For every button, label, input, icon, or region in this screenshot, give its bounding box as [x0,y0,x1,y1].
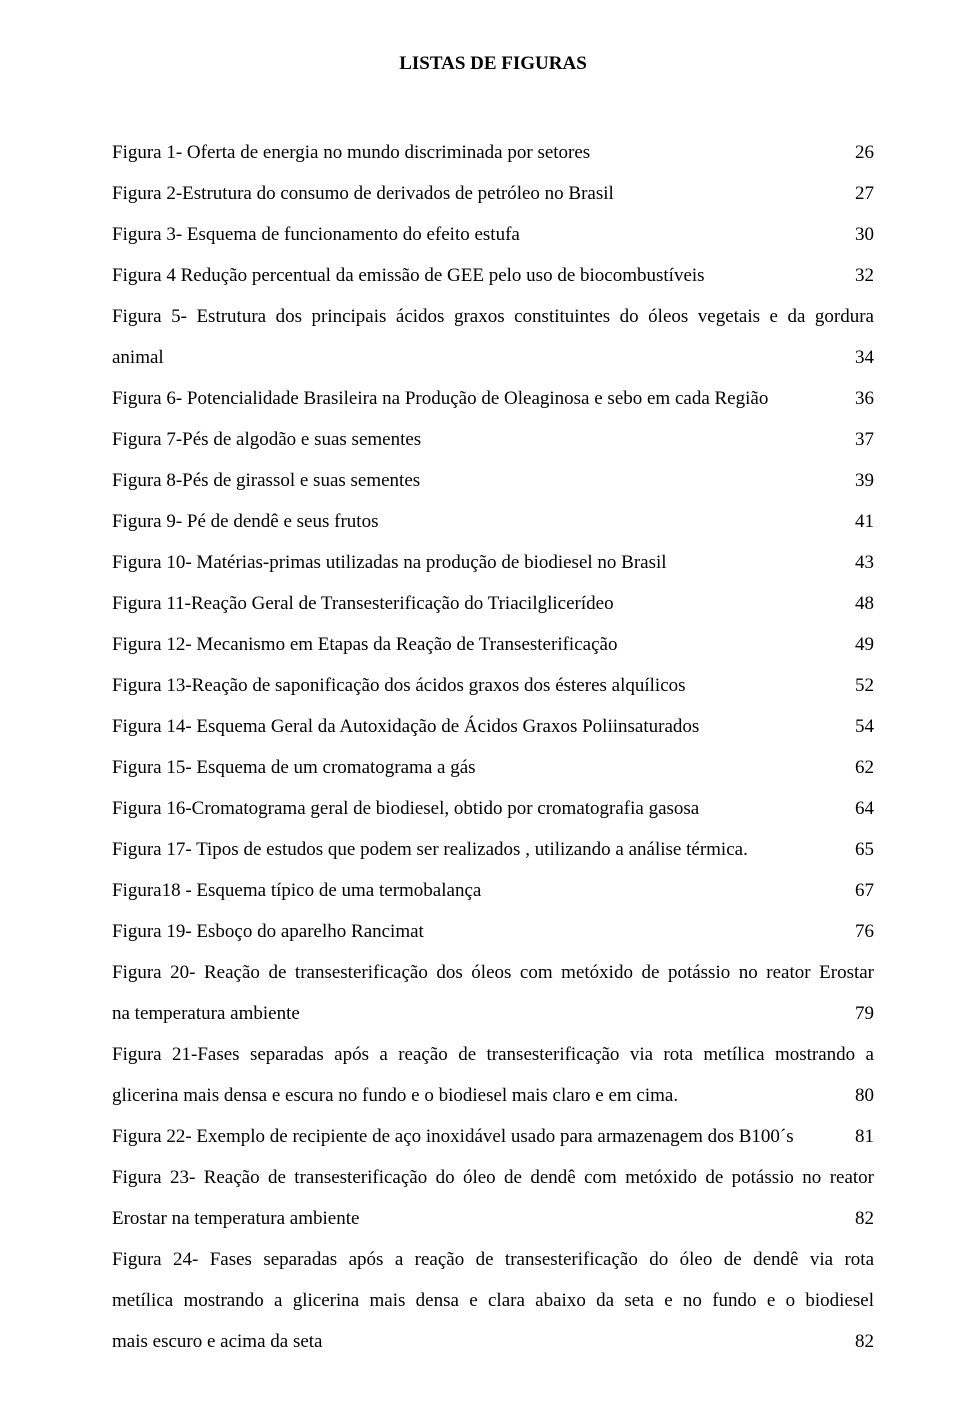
toc-entry-text: Figura 3- Esquema de funcionamento do ef… [112,225,520,244]
toc-entry-page: 37 [853,430,874,449]
toc-entry-page: 81 [853,1127,874,1146]
toc-entry-text: Figura 15- Esquema de um cromatograma a … [112,758,476,777]
toc-entry: Figura 7-Pés de algodão e suas sementes 3… [112,430,874,449]
toc-entry-text: mais escuro e acima da seta [112,1332,322,1351]
toc-entry: Figura 12- Mecanismo em Etapas da Reação… [112,635,874,654]
toc-entry-text: Figura 13-Reação de saponificação dos ác… [112,676,686,695]
toc-entry-text: Figura 1- Oferta de energia no mundo dis… [112,143,590,162]
toc-entry-page: 82 [853,1209,874,1228]
toc-entry-text: Figura 9- Pé de dendê e seus frutos [112,512,378,531]
toc-entry-page: 82 [853,1332,874,1351]
toc-entry-page: 67 [853,881,874,900]
toc-entry-text: Figura 19- Esboço do aparelho Rancimat [112,922,424,941]
toc-entry-text: Figura 2-Estrutura do consumo de derivad… [112,184,614,203]
toc-entry: Figura 19- Esboço do aparelho Rancimat 76 [112,922,874,941]
toc-entry-page: 80 [853,1086,874,1105]
toc-entry-text: Figura 12- Mecanismo em Etapas da Reação… [112,635,617,654]
toc-entry-page: 39 [853,471,874,490]
toc-entry: glicerina mais densa e escura no fundo e… [112,1086,874,1105]
toc-entry-text: Figura18 - Esquema típico de uma termoba… [112,881,481,900]
toc-entry-page: 43 [853,553,874,572]
toc-entry-page: 41 [853,512,874,531]
toc-entry-text: Figura 22- Exemplo de recipiente de aço … [112,1127,794,1146]
toc-list: Figura 1- Oferta de energia no mundo dis… [112,143,874,1351]
toc-entry: Figura 2-Estrutura do consumo de derivad… [112,184,874,203]
toc-entry-page: 62 [853,758,874,777]
toc-entry-text: Figura 14- Esquema Geral da Autoxidação … [112,717,699,736]
toc-entry-text: Figura 6- Potencialidade Brasileira na P… [112,389,768,408]
toc-entry: Erostar na temperatura ambiente 82 [112,1209,874,1228]
toc-entry: Figura 15- Esquema de um cromatograma a … [112,758,874,777]
toc-entry-page: 52 [853,676,874,695]
toc-entry: Figura 6- Potencialidade Brasileira na P… [112,389,874,408]
toc-entry-text: Erostar na temperatura ambiente [112,1209,359,1228]
toc-entry-page: 30 [853,225,874,244]
toc-entry-page: 48 [853,594,874,613]
toc-entry-text: Figura 7-Pés de algodão e suas sementes [112,430,421,449]
toc-entry-page: 54 [853,717,874,736]
toc-entry: Figura18 - Esquema típico de uma termoba… [112,881,874,900]
toc-entry-text: Figura 4 Redução percentual da emissão d… [112,266,705,285]
toc-entry-page: 36 [853,389,874,408]
page-container: LISTAS DE FIGURAS Figura 1- Oferta de en… [0,0,960,1422]
toc-entry: Figura 10- Matérias-primas utilizadas na… [112,553,874,572]
toc-entry-line: Figura 5- Estrutura dos principais ácido… [112,307,874,326]
toc-entry-text: Figura 11-Reação Geral de Transesterific… [112,594,614,613]
toc-entry-page: 32 [853,266,874,285]
toc-entry-text: Figura 17- Tipos de estudos que podem se… [112,840,748,859]
toc-entry: Figura 4 Redução percentual da emissão d… [112,266,874,285]
toc-entry: animal 34 [112,348,874,367]
toc-entry: Figura 8-Pés de girassol e suas sementes… [112,471,874,490]
toc-entry: Figura 11-Reação Geral de Transesterific… [112,594,874,613]
toc-entry-text: glicerina mais densa e escura no fundo e… [112,1086,678,1105]
toc-entry-line: Figura 23- Reação de transesterificação … [112,1168,874,1187]
toc-entry: Figura 14- Esquema Geral da Autoxidação … [112,717,874,736]
toc-entry-line: Figura 24- Fases separadas após a reação… [112,1250,874,1269]
toc-entry: Figura 17- Tipos de estudos que podem se… [112,840,874,859]
toc-entry: mais escuro e acima da seta 82 [112,1332,874,1351]
toc-entry-text: Figura 10- Matérias-primas utilizadas na… [112,553,667,572]
toc-entry-page: 34 [853,348,874,367]
toc-entry-page: 64 [853,799,874,818]
toc-entry-text: Figura 8-Pés de girassol e suas sementes [112,471,420,490]
toc-entry-page: 26 [853,143,874,162]
toc-entry-line: metílica mostrando a glicerina mais dens… [112,1291,874,1310]
toc-entry-page: 65 [853,840,874,859]
toc-entry: Figura 22- Exemplo de recipiente de aço … [112,1127,874,1146]
toc-entry-page: 49 [853,635,874,654]
toc-entry: Figura 13-Reação de saponificação dos ác… [112,676,874,695]
toc-entry: Figura 1- Oferta de energia no mundo dis… [112,143,874,162]
toc-entry-line: Figura 20- Reação de transesterificação … [112,963,874,982]
toc-entry-text: Figura 16-Cromatograma geral de biodiese… [112,799,699,818]
toc-entry: Figura 9- Pé de dendê e seus frutos 41 [112,512,874,531]
toc-entry-text: animal [112,348,164,367]
toc-entry-page: 76 [853,922,874,941]
toc-entry: Figura 16-Cromatograma geral de biodiese… [112,799,874,818]
toc-entry-line: Figura 21-Fases separadas após a reação … [112,1045,874,1064]
toc-entry: na temperatura ambiente 79 [112,1004,874,1023]
list-of-figures-title: LISTAS DE FIGURAS [112,54,874,73]
toc-entry-page: 27 [853,184,874,203]
toc-entry-text: na temperatura ambiente [112,1004,300,1023]
toc-entry-page: 79 [853,1004,874,1023]
toc-entry: Figura 3- Esquema de funcionamento do ef… [112,225,874,244]
